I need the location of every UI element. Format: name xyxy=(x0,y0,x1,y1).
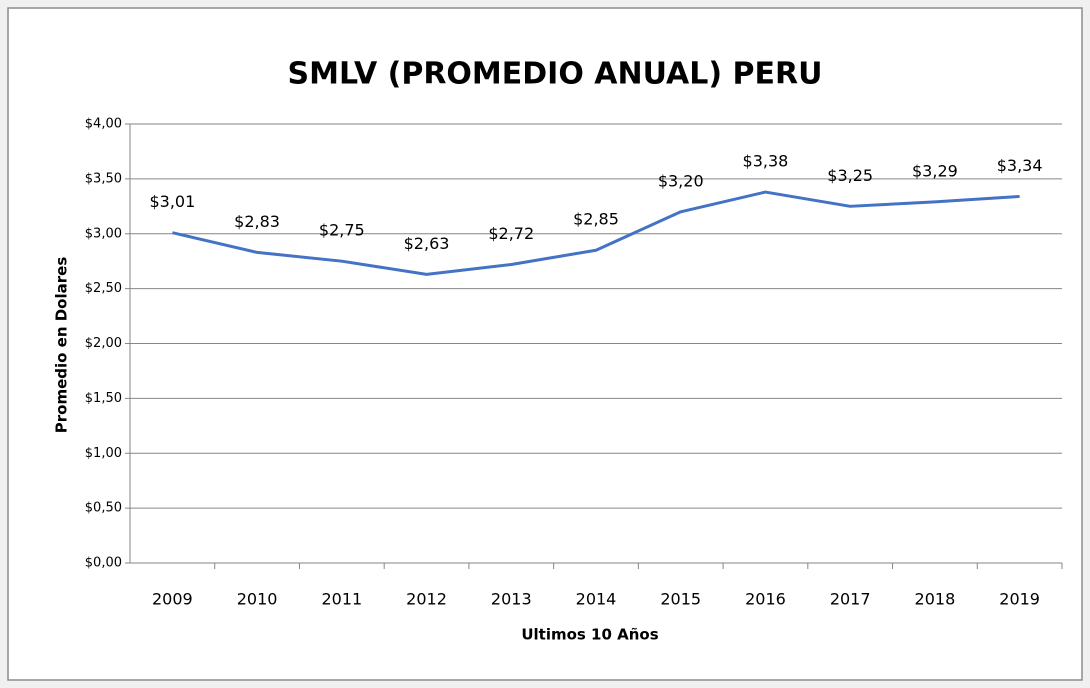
y-tick-label: $3,00 xyxy=(85,226,122,241)
data-label: $3,34 xyxy=(997,156,1043,175)
data-label: $2,63 xyxy=(404,234,450,253)
x-tick-label: 2013 xyxy=(491,590,532,609)
y-tick-label: $3,50 xyxy=(85,171,122,186)
y-tick-label: $2,00 xyxy=(85,336,122,351)
x-tick-label: 2010 xyxy=(237,590,278,609)
data-label: $3,29 xyxy=(912,161,958,180)
chart-title: SMLV (PROMEDIO ANUAL) PERU xyxy=(288,57,823,92)
data-label: $2,75 xyxy=(319,221,365,240)
x-tick-label: 2016 xyxy=(745,590,786,609)
x-tick-label: 2011 xyxy=(321,590,362,609)
y-axis-label: Promedio en Dolares xyxy=(53,257,71,434)
x-axis-label: Ultimos 10 Años xyxy=(521,626,658,644)
y-tick-label: $1,50 xyxy=(85,391,122,406)
x-tick-label: 2017 xyxy=(830,590,871,609)
x-tick-label: 2009 xyxy=(152,590,193,609)
y-tick-label: $0,00 xyxy=(85,556,122,571)
y-tick-label: $4,00 xyxy=(85,117,122,132)
data-label: $2,85 xyxy=(573,210,619,229)
x-tick-label: 2014 xyxy=(576,590,617,609)
x-tick-label: 2018 xyxy=(915,590,956,609)
x-tick-label: 2015 xyxy=(660,590,701,609)
data-label: $2,72 xyxy=(488,224,534,243)
data-label: $3,01 xyxy=(149,192,195,211)
data-label: $3,20 xyxy=(658,171,704,190)
x-tick-label: 2012 xyxy=(406,590,447,609)
data-label: $3,25 xyxy=(827,166,873,185)
y-tick-label: $2,50 xyxy=(85,281,122,296)
data-label: $2,83 xyxy=(234,212,280,231)
y-tick-label: $0,50 xyxy=(85,501,122,516)
series-line xyxy=(172,190,1020,276)
data-label: $3,38 xyxy=(743,152,789,171)
x-tick-label: 2019 xyxy=(999,590,1040,609)
y-tick-label: $1,00 xyxy=(85,446,122,461)
